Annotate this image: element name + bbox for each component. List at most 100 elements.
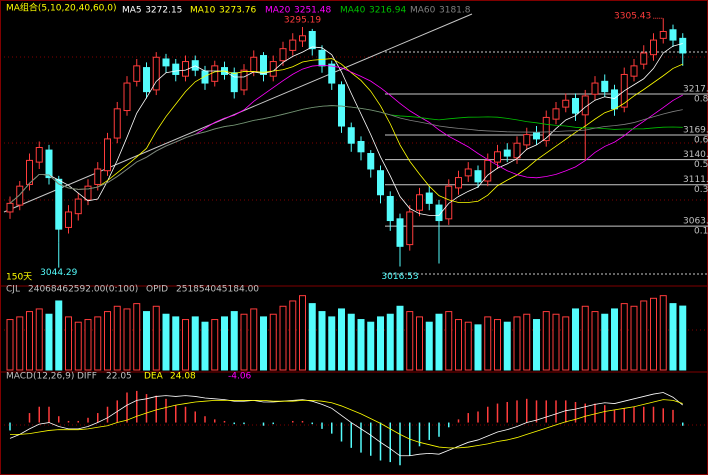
volume-bar	[572, 308, 579, 371]
candle-body	[279, 48, 287, 62]
period-label: 150天	[6, 273, 32, 283]
candle-body	[55, 178, 63, 230]
candle-body	[464, 168, 472, 177]
candle-body	[640, 52, 648, 65]
ma-line	[9, 58, 683, 204]
volume-bar	[84, 319, 92, 371]
ma-name: MA40	[340, 6, 366, 16]
candle-body	[289, 39, 297, 51]
candle-body	[601, 80, 609, 93]
level-label: 3063.	[683, 217, 708, 227]
volume-bar	[250, 308, 258, 371]
volume-value: 24068462592.00(0:100)	[28, 285, 138, 295]
macd-title: MACD(12,26,9)	[6, 372, 74, 382]
macd-value: -4.06	[228, 372, 252, 382]
volume-bar	[611, 308, 618, 371]
candle-body	[425, 192, 433, 204]
ma-name: MA10	[190, 6, 216, 16]
candle-body	[562, 99, 570, 108]
candle-body	[513, 142, 521, 159]
ma-value: 3272.15	[145, 6, 182, 16]
extreme-label: 3044.29	[40, 268, 77, 278]
candle-body	[308, 30, 316, 50]
volume-bar	[143, 311, 150, 371]
volume-bar	[26, 311, 33, 371]
volume-bar	[269, 313, 277, 371]
ma-line	[9, 64, 683, 204]
volume-bar	[104, 311, 111, 371]
volume-bar	[377, 316, 384, 371]
volume-bar	[123, 308, 131, 371]
candle-body	[328, 63, 336, 84]
candle-body	[416, 194, 423, 211]
candle-body	[679, 37, 687, 54]
volume-bar	[308, 303, 316, 371]
volume-bar	[474, 324, 482, 371]
level-ratio: 0.6	[694, 136, 708, 146]
candle-body	[65, 211, 72, 228]
diff-value: 22.05	[106, 372, 132, 382]
volume-bar	[503, 321, 511, 371]
volume-bar	[552, 313, 560, 371]
volume-bar	[35, 308, 43, 371]
volume-bar	[581, 305, 589, 371]
volume-bar	[650, 297, 657, 371]
volume-bar	[289, 300, 297, 371]
volume-bar	[230, 311, 238, 371]
macd-line	[10, 399, 683, 449]
volume-bar	[201, 321, 209, 371]
dea-label: DEA	[144, 372, 164, 382]
level-label: 3140.	[683, 150, 708, 160]
volume-bar	[240, 313, 248, 371]
candle-body	[250, 56, 258, 73]
candle-body	[572, 98, 579, 114]
level-ratio: 0.1	[694, 227, 708, 237]
candle-body	[74, 198, 82, 215]
volume-bar	[162, 313, 170, 371]
candle-body	[260, 55, 267, 75]
volume-bar	[172, 316, 180, 371]
candle-body	[503, 149, 511, 157]
volume-bar	[74, 321, 82, 371]
ma-line	[9, 43, 683, 216]
candle-body	[211, 65, 219, 82]
volume-bar	[299, 295, 306, 371]
candle-body	[591, 82, 599, 95]
candle-body	[474, 170, 482, 183]
volume-bar	[542, 311, 550, 371]
candle-body	[494, 151, 501, 163]
volume-bar	[386, 313, 394, 371]
volume-bar	[416, 316, 423, 371]
ma-value: 3273.76	[219, 6, 256, 16]
candle-body	[386, 195, 394, 222]
opid-value: 251854045184.00	[176, 285, 259, 295]
level-ratio: 0.8	[694, 95, 708, 105]
volume-bar	[221, 316, 228, 371]
candle-body	[172, 63, 180, 75]
candle-body	[152, 56, 160, 91]
candle-body	[611, 89, 618, 110]
volume-bar	[338, 308, 345, 371]
ma-value: 3216.94	[369, 6, 406, 16]
volume-bar	[367, 321, 375, 371]
volume-bar	[191, 316, 199, 371]
volume-bar	[45, 313, 53, 371]
ma-name: MA5	[122, 6, 142, 16]
candle-body	[16, 185, 24, 206]
volume-title: CJL	[6, 285, 20, 295]
volume-bar	[562, 316, 570, 371]
ma-value: 3251.48	[294, 6, 331, 16]
volume-bar	[406, 311, 414, 371]
candle-body	[542, 116, 550, 142]
volume-bar	[328, 316, 336, 371]
candle-body	[35, 147, 43, 163]
candle-body	[650, 39, 657, 56]
candle-body	[26, 159, 33, 185]
volume-bar	[113, 305, 121, 371]
volume-bar	[435, 313, 443, 371]
volume-bar	[16, 316, 24, 371]
volume-bar	[640, 300, 648, 371]
volume-bar	[55, 300, 63, 371]
volume-bar	[591, 311, 599, 371]
